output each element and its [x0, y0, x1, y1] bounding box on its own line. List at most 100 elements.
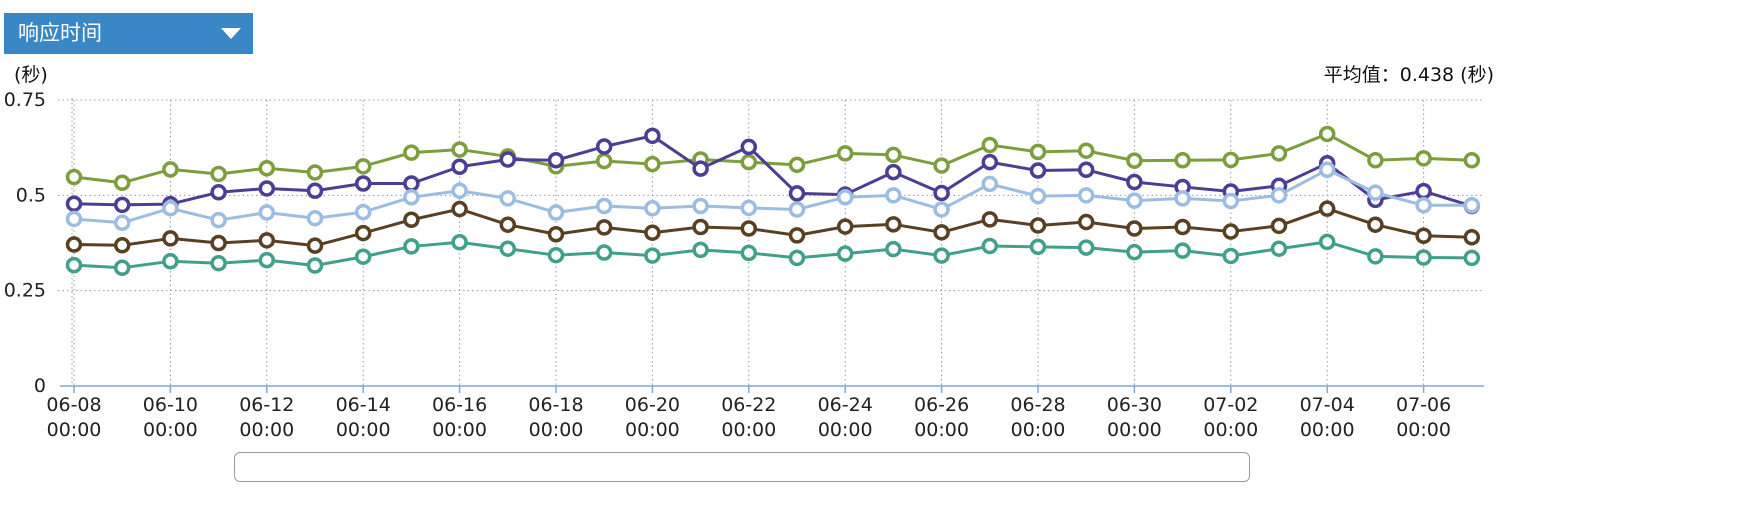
data-point: [788, 249, 806, 267]
data-point: [1126, 220, 1143, 237]
data-point: [788, 156, 806, 174]
x-tick-label: 06-26: [914, 394, 969, 416]
data-point: [451, 182, 468, 200]
data-point: [1463, 152, 1481, 169]
x-tick-label: 06-24: [818, 394, 873, 416]
data-point: [836, 145, 854, 162]
data-point: [210, 184, 227, 201]
x-tick-label: 00:00: [625, 419, 680, 441]
data-point: [885, 163, 902, 181]
y-tick-label: 0: [34, 375, 46, 397]
data-point: [499, 190, 517, 207]
x-tick-label: 00:00: [47, 419, 102, 441]
data-point: [1415, 182, 1432, 200]
x-tick-label: 07-06: [1396, 394, 1451, 416]
chevron-down-icon[interactable]: [221, 28, 241, 39]
data-point: [644, 247, 661, 264]
data-point: [1367, 152, 1384, 169]
data-point: [258, 160, 276, 177]
series-line-3: [73, 168, 1472, 225]
data-point: [1415, 249, 1432, 266]
data-point: [595, 197, 613, 215]
data-point: [1270, 240, 1288, 257]
data-point: [1077, 187, 1095, 204]
data-point: [1029, 162, 1047, 179]
data-point: [354, 248, 372, 265]
data-point: [210, 254, 227, 272]
data-point: [1029, 143, 1047, 161]
data-point: [885, 146, 902, 164]
data-point: [306, 164, 324, 181]
data-point: [547, 225, 565, 243]
data-point: [1318, 161, 1336, 179]
time-range-scrollbar[interactable]: [234, 452, 1250, 482]
data-point: [499, 216, 517, 233]
data-point: [1126, 152, 1143, 169]
data-point: [644, 155, 661, 173]
data-point: [451, 141, 468, 158]
data-point: [1174, 242, 1191, 259]
data-point: [210, 211, 227, 229]
data-point: [1463, 249, 1481, 267]
data-point: [836, 245, 854, 262]
data-point: [210, 165, 227, 183]
x-tick-label: 00:00: [143, 419, 198, 441]
data-point: [981, 175, 999, 193]
data-point: [162, 253, 179, 270]
data-point: [451, 233, 468, 251]
data-point: [1415, 227, 1432, 245]
x-tick-label: 00:00: [239, 419, 294, 441]
x-tick-label: 00:00: [914, 419, 969, 441]
data-point: [1174, 218, 1191, 236]
data-point: [65, 256, 83, 274]
data-point: [451, 158, 468, 175]
data-point: [306, 209, 324, 227]
data-point: [1174, 152, 1191, 169]
data-point: [1222, 151, 1240, 169]
x-tick-label: 06-14: [336, 394, 391, 416]
x-tick-label: 00:00: [1011, 419, 1066, 441]
data-point: [1077, 239, 1095, 256]
response-time-line-chart: 0 0.25 0.5 0.75 06-08 00:00 06-10 00:00 06-12 00:…: [4, 89, 1484, 441]
data-point: [403, 175, 420, 192]
data-point: [162, 161, 179, 178]
metric-select-value: 响应时间: [18, 21, 102, 45]
data-point: [1367, 184, 1384, 201]
x-tick-label: 00:00: [336, 419, 391, 441]
data-point: [1318, 200, 1336, 217]
data-point: [644, 127, 661, 145]
x-tick-label: 00:00: [1300, 419, 1355, 441]
data-point: [692, 241, 709, 259]
data-point: [1318, 125, 1336, 143]
data-point: [354, 203, 372, 221]
data-point: [113, 174, 131, 191]
x-tick-label: 07-04: [1300, 394, 1355, 416]
data-point: [499, 151, 517, 168]
data-point: [740, 199, 758, 217]
data-point: [1270, 217, 1288, 235]
data-point: [933, 201, 950, 218]
data-point: [1029, 217, 1047, 234]
data-point: [258, 180, 276, 197]
x-tick-label: 06-28: [1010, 394, 1065, 416]
data-point: [65, 236, 83, 253]
metric-select[interactable]: 响应时间: [4, 13, 253, 54]
data-point: [1222, 247, 1240, 265]
data-point: [403, 211, 420, 228]
data-point: [1029, 238, 1047, 256]
data-point: [740, 244, 758, 262]
data-point: [162, 230, 179, 247]
data-point: [933, 184, 950, 202]
data-point: [113, 259, 131, 277]
data-point: [258, 232, 276, 249]
data-point: [933, 247, 950, 264]
data-point: [403, 238, 420, 255]
x-tick-label: 06-20: [625, 394, 680, 416]
data-point: [1415, 150, 1432, 167]
data-point: [306, 237, 324, 254]
data-point: [644, 224, 661, 241]
data-point: [933, 157, 950, 174]
data-point: [210, 234, 227, 252]
data-point: [1270, 145, 1288, 162]
data-point: [1463, 196, 1481, 214]
